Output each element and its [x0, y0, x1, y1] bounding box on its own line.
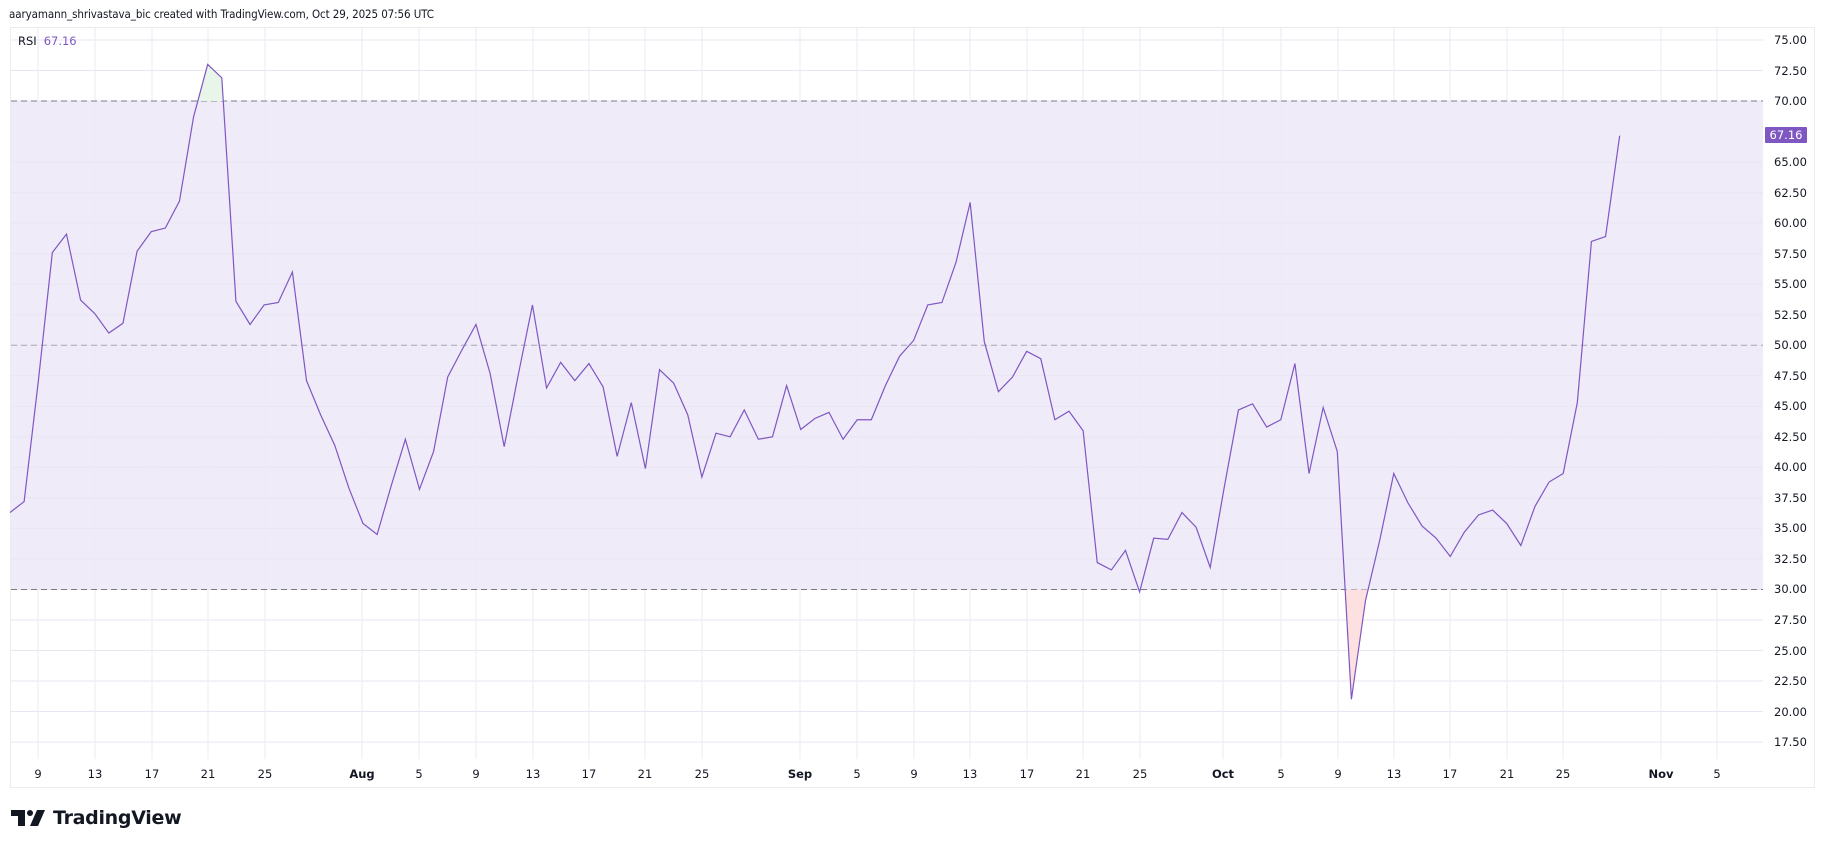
- price-axis-label: 60.00: [1774, 216, 1807, 231]
- time-axis-label: Aug: [349, 767, 375, 781]
- time-axis-label: Oct: [1211, 767, 1235, 781]
- price-axis-label: 65.00: [1774, 155, 1807, 170]
- time-axis-label: 21: [1499, 767, 1515, 781]
- oversold-fill: [1138, 589, 1369, 700]
- tradingview-logo[interactable]: TradingView: [11, 807, 182, 829]
- time-axis-label: 9: [472, 767, 480, 781]
- time-axis-label: 25: [1132, 767, 1148, 781]
- time-axis-label: 17: [1019, 767, 1035, 781]
- price-axis-label: 62.50: [1774, 185, 1807, 200]
- price-axis-label: 70.00: [1774, 94, 1807, 109]
- price-axis-label: 32.50: [1774, 551, 1807, 566]
- time-axis-label: 17: [144, 767, 160, 781]
- time-axis-label: 5: [415, 767, 423, 781]
- time-axis-label: 25: [1555, 767, 1571, 781]
- time-axis-label: 5: [1277, 767, 1285, 781]
- time-axis-label: 13: [87, 767, 103, 781]
- last-value-badge: 67.16: [1765, 127, 1807, 143]
- price-axis-label: 75.00: [1774, 33, 1807, 47]
- overbought-fill: [197, 64, 224, 102]
- chart-attribution: aaryamann_shrivastava_bic created with T…: [9, 7, 434, 21]
- time-axis-label: 13: [525, 767, 541, 781]
- price-axis-label: 35.00: [1774, 521, 1807, 536]
- indicator-value: 67.16: [43, 34, 77, 48]
- time-axis-label: 25: [257, 767, 273, 781]
- time-axis-label: 9: [1334, 767, 1342, 781]
- time-axis-label: 13: [962, 767, 978, 781]
- rsi-pane[interactable]: [10, 27, 1815, 788]
- price-axis-label: 45.00: [1774, 399, 1807, 414]
- price-axis-label: 17.50: [1774, 735, 1807, 750]
- tradingview-logo-text: TradingView: [53, 807, 182, 829]
- price-axis-label: 55.00: [1774, 277, 1807, 292]
- time-axis-label: Nov: [1648, 767, 1674, 781]
- time-axis-label: 17: [1442, 767, 1458, 781]
- time-axis-label: Sep: [787, 767, 813, 781]
- time-axis-label: 25: [694, 767, 710, 781]
- time-axis-label: 5: [1713, 767, 1721, 781]
- time-axis-label: 5: [853, 767, 861, 781]
- time-axis-label: 21: [1075, 767, 1091, 781]
- indicator-legend[interactable]: RSI 67.16: [18, 34, 77, 48]
- price-axis-label: 42.50: [1774, 429, 1807, 444]
- price-axis-label: 57.50: [1774, 246, 1807, 261]
- price-axis-label: 20.00: [1774, 704, 1807, 719]
- price-axis-label: 27.50: [1774, 612, 1807, 627]
- tradingview-logo-icon: [11, 810, 45, 826]
- price-axis-label: 30.00: [1774, 582, 1807, 597]
- price-axis-label: 37.50: [1774, 490, 1807, 505]
- price-axis-label: 72.50: [1774, 63, 1807, 78]
- time-axis-label: 21: [200, 767, 216, 781]
- time-axis-label: 17: [581, 767, 597, 781]
- price-axis-label: 47.50: [1774, 368, 1807, 383]
- price-axis-label: 40.00: [1774, 460, 1807, 475]
- rsi-line[interactable]: [9, 63, 1621, 700]
- time-axis-label: 21: [637, 767, 653, 781]
- price-axis-label: 22.50: [1774, 674, 1807, 689]
- price-axis-label: 25.00: [1774, 643, 1807, 658]
- indicator-name: RSI: [18, 34, 37, 48]
- time-axis-label: 9: [910, 767, 918, 781]
- price-axis-label: 50.00: [1774, 338, 1807, 353]
- time-axis-label: 13: [1386, 767, 1402, 781]
- time-axis-label: 9: [34, 767, 42, 781]
- price-axis-label: 52.50: [1774, 307, 1807, 322]
